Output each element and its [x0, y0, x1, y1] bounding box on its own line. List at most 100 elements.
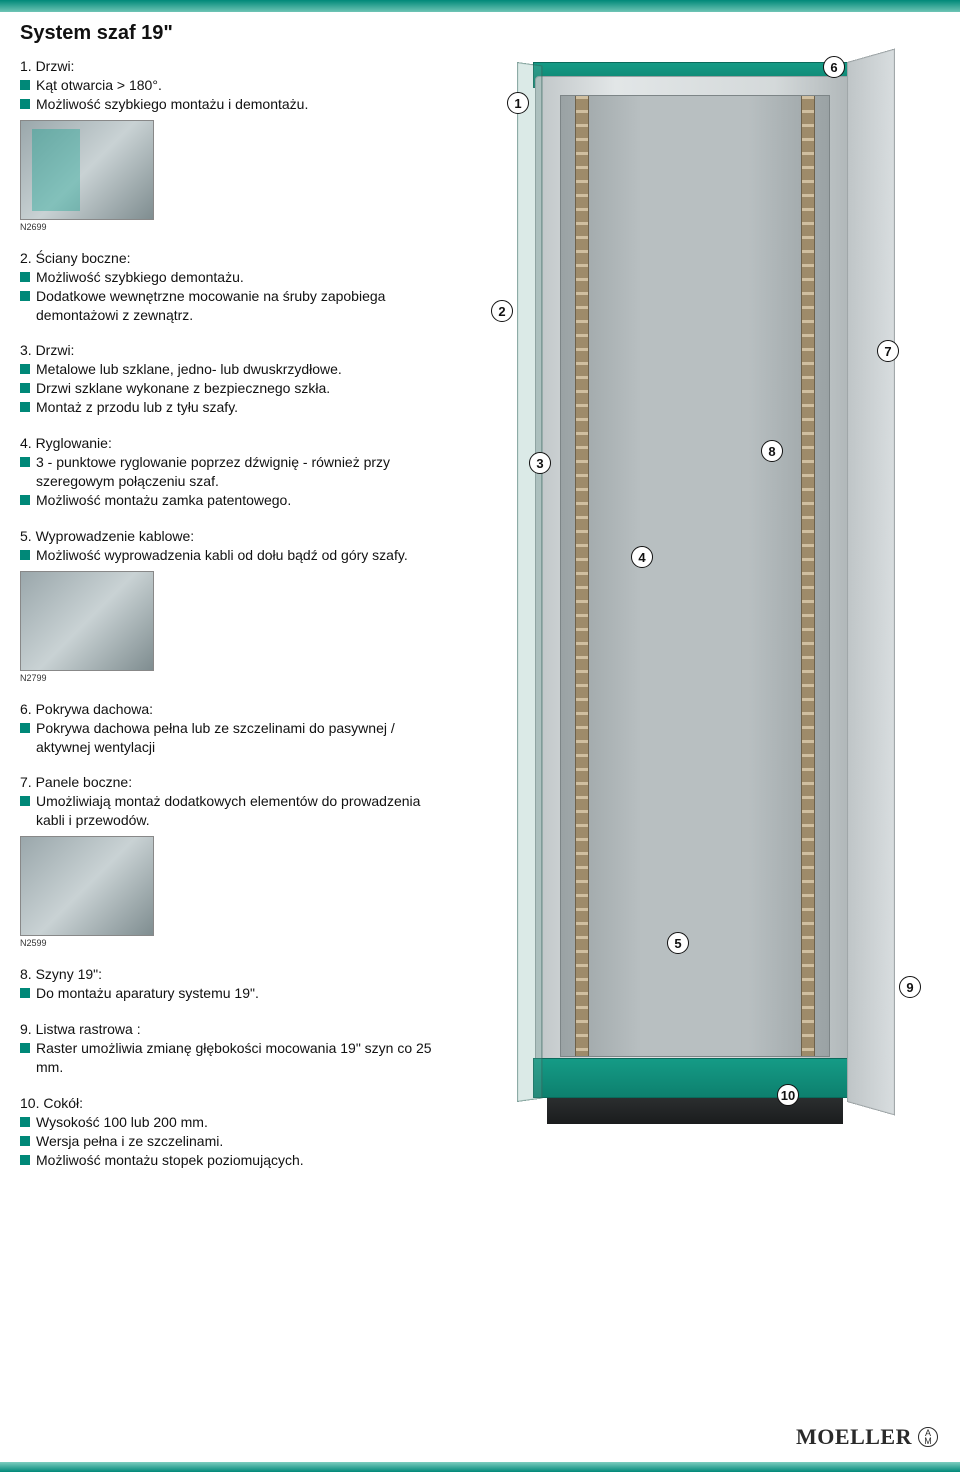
- section-7: 7. Panele boczne: Umożliwiają montaż dod…: [20, 774, 438, 948]
- callout-2: 2: [491, 300, 513, 322]
- list-item: Do montażu aparatury systemu 19".: [20, 984, 438, 1003]
- list-item: Wysokość 100 lub 200 mm.: [20, 1113, 438, 1132]
- bullet-text: Możliwość montażu stopek poziomujących.: [36, 1151, 438, 1170]
- section-1: 1. Drzwi: Kąt otwarcia > 180°. Możliwość…: [20, 58, 438, 232]
- section-5-heading: 5. Wyprowadzenie kablowe:: [20, 528, 438, 544]
- photo-2: [20, 571, 154, 671]
- bullet-text: Dodatkowe wewnętrzne mocowanie na śruby …: [36, 287, 438, 325]
- bullet-icon: [20, 457, 30, 467]
- list-item: Możliwość montażu zamka patentowego.: [20, 491, 438, 510]
- bullet-text: Możliwość wyprowadzenia kabli od dołu bą…: [36, 546, 438, 565]
- section-8: 8. Szyny 19": Do montażu aparatury syste…: [20, 966, 438, 1003]
- list-item: Możliwość szybkiego montażu i demontażu.: [20, 95, 438, 114]
- bullet-text: Wersja pełna i ze szczelinami.: [36, 1132, 438, 1151]
- bullet-icon: [20, 383, 30, 393]
- photo-3-label: N2599: [20, 938, 438, 948]
- list-item: Dodatkowe wewnętrzne mocowanie na śruby …: [20, 287, 438, 325]
- callout-6: 6: [823, 56, 845, 78]
- bullet-icon: [20, 364, 30, 374]
- section-5: 5. Wyprowadzenie kablowe: Możliwość wypr…: [20, 528, 438, 683]
- section-2: 2. Ściany boczne: Możliwość szybkiego de…: [20, 250, 438, 325]
- section-1-heading: 1. Drzwi:: [20, 58, 438, 74]
- section-3: 3. Drzwi: Metalowe lub szklane, jedno- l…: [20, 342, 438, 417]
- list-item: Możliwość montażu stopek poziomujących.: [20, 1151, 438, 1170]
- bullet-text: Możliwość szybkiego demontażu.: [36, 268, 438, 287]
- section-4: 4. Ryglowanie: 3 - punktowe ryglowanie p…: [20, 435, 438, 510]
- bullet-icon: [20, 272, 30, 282]
- bullet-icon: [20, 1117, 30, 1127]
- list-item: Montaż z przodu lub z tyłu szafy.: [20, 398, 438, 417]
- cabinet-inner: [560, 95, 830, 1057]
- section-4-heading: 4. Ryglowanie:: [20, 435, 438, 451]
- photo-3: [20, 836, 154, 936]
- section-7-heading: 7. Panele boczne:: [20, 774, 438, 790]
- bullet-icon: [20, 80, 30, 90]
- monogram-bottom: M: [924, 1437, 932, 1445]
- section-3-heading: 3. Drzwi:: [20, 342, 438, 358]
- photo-2-label: N2799: [20, 673, 438, 683]
- callout-5: 5: [667, 932, 689, 954]
- cabinet-door-glass: [517, 62, 542, 1102]
- bullet-icon: [20, 1155, 30, 1165]
- list-item: Pokrywa dachowa pełna lub ze szczelinami…: [20, 719, 438, 757]
- bullet-text: 3 - punktowe ryglowanie poprzez dźwignię…: [36, 453, 438, 491]
- footer-logo: MOELLER A M: [796, 1424, 938, 1450]
- bullet-text: Montaż z przodu lub z tyłu szafy.: [36, 398, 438, 417]
- bullet-text: Możliwość montażu zamka patentowego.: [36, 491, 438, 510]
- brand-name: MOELLER: [796, 1424, 912, 1450]
- bullet-icon: [20, 1043, 30, 1053]
- callout-10: 10: [777, 1084, 799, 1106]
- cabinet-body: [535, 76, 855, 1076]
- section-10: 10. Cokół: Wysokość 100 lub 200 mm. Wers…: [20, 1095, 438, 1170]
- list-item: Drzwi szklane wykonane z bezpiecznego sz…: [20, 379, 438, 398]
- photo-1: [20, 120, 154, 220]
- bullet-icon: [20, 1136, 30, 1146]
- section-2-heading: 2. Ściany boczne:: [20, 250, 438, 266]
- bullet-text: Umożliwiają montaż dodatkowych elementów…: [36, 792, 438, 830]
- bottom-gradient-bar: [0, 1462, 960, 1472]
- section-10-heading: 10. Cokół:: [20, 1095, 438, 1111]
- bullet-icon: [20, 723, 30, 733]
- cabinet-illustration: 1 2 3 4 5 6 7 8 9 10: [445, 52, 940, 1132]
- bullet-icon: [20, 796, 30, 806]
- bullet-icon: [20, 99, 30, 109]
- list-item: Możliwość wyprowadzenia kabli od dołu bą…: [20, 546, 438, 565]
- list-item: Raster umożliwia zmianę głębokości mocow…: [20, 1039, 438, 1077]
- bullet-text: Metalowe lub szklane, jedno- lub dwuskrz…: [36, 360, 438, 379]
- list-item: Możliwość szybkiego demontażu.: [20, 268, 438, 287]
- bullet-icon: [20, 988, 30, 998]
- callout-3: 3: [529, 452, 551, 474]
- top-gradient-bar: [0, 0, 960, 12]
- rack-rail-right: [801, 96, 815, 1056]
- rack-rail-left: [575, 96, 589, 1056]
- list-item: Metalowe lub szklane, jedno- lub dwuskrz…: [20, 360, 438, 379]
- cabinet-bottom-panel: [533, 1058, 857, 1098]
- bullet-text: Wysokość 100 lub 200 mm.: [36, 1113, 438, 1132]
- bullet-icon: [20, 291, 30, 301]
- bullet-text: Możliwość szybkiego montażu i demontażu.: [36, 95, 438, 114]
- bullet-text: Do montażu aparatury systemu 19".: [36, 984, 438, 1003]
- callout-1: 1: [507, 92, 529, 114]
- section-6: 6. Pokrywa dachowa: Pokrywa dachowa pełn…: [20, 701, 438, 757]
- section-9: 9. Listwa rastrowa : Raster umożliwia zm…: [20, 1021, 438, 1077]
- section-8-heading: 8. Szyny 19":: [20, 966, 438, 982]
- callout-7: 7: [877, 340, 899, 362]
- bullet-text: Raster umożliwia zmianę głębokości mocow…: [36, 1039, 438, 1077]
- page-title: System szaf 19": [20, 22, 173, 45]
- brand-monogram-icon: A M: [918, 1427, 938, 1447]
- left-column: 1. Drzwi: Kąt otwarcia > 180°. Możliwość…: [20, 58, 438, 1188]
- list-item: Umożliwiają montaż dodatkowych elementów…: [20, 792, 438, 830]
- callout-8: 8: [761, 440, 783, 462]
- callout-4: 4: [631, 546, 653, 568]
- cabinet-plinth: [547, 1098, 843, 1124]
- bullet-icon: [20, 495, 30, 505]
- section-9-heading: 9. Listwa rastrowa :: [20, 1021, 438, 1037]
- callout-9: 9: [899, 976, 921, 998]
- bullet-text: Pokrywa dachowa pełna lub ze szczelinami…: [36, 719, 438, 757]
- bullet-text: Drzwi szklane wykonane z bezpiecznego sz…: [36, 379, 438, 398]
- list-item: 3 - punktowe ryglowanie poprzez dźwignię…: [20, 453, 438, 491]
- photo-1-label: N2699: [20, 222, 438, 232]
- bullet-text: Kąt otwarcia > 180°.: [36, 76, 438, 95]
- section-6-heading: 6. Pokrywa dachowa:: [20, 701, 438, 717]
- list-item: Kąt otwarcia > 180°.: [20, 76, 438, 95]
